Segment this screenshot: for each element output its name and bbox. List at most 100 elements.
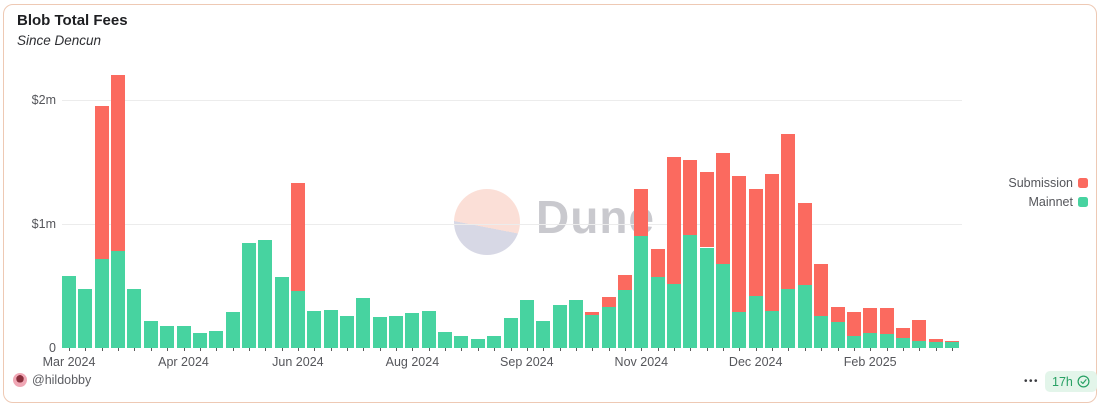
mainnet-bar-segment <box>209 330 224 348</box>
x-axis-tick <box>837 348 839 351</box>
mainnet-bar-segment <box>192 333 207 348</box>
mainnet-bar-segment <box>225 312 240 348</box>
chart-title: Blob Total Fees <box>17 12 128 29</box>
submission-bar-segment <box>667 157 681 284</box>
mainnet-bar-segment <box>94 258 109 348</box>
mainnet-bar-segment <box>683 235 698 348</box>
mainnet-bar-segment <box>765 310 780 348</box>
mainnet-bar-segment <box>814 315 829 348</box>
x-axis-tick <box>641 348 643 351</box>
gridline <box>62 100 962 101</box>
mainnet-bar-segment <box>258 240 273 348</box>
mainnet-bar-segment <box>781 288 796 348</box>
mainnet-bar-segment <box>78 288 93 348</box>
x-axis-tick <box>101 348 103 351</box>
mainnet-bar-segment <box>176 325 191 348</box>
submission-bar-segment <box>699 171 714 248</box>
x-axis-tick <box>739 348 741 351</box>
mainnet-bar-segment <box>846 335 861 348</box>
mainnet-swatch-icon <box>1078 197 1088 207</box>
x-axis-tick <box>657 348 659 351</box>
dune-logo-icon <box>454 189 520 255</box>
submission-bar-segment <box>879 308 894 335</box>
x-axis-tick <box>461 348 463 351</box>
x-axis-tick <box>248 348 250 351</box>
x-axis-tick <box>951 348 953 351</box>
x-axis-tick <box>477 348 479 351</box>
x-axis-tick-label: Mar 2024 <box>42 355 96 369</box>
x-axis-tick <box>314 348 316 351</box>
x-axis-tick <box>69 348 70 351</box>
mainnet-bar-segment <box>912 340 927 348</box>
mainnet-bar-segment <box>127 288 142 348</box>
refresh-age-text: 17h <box>1052 374 1073 389</box>
legend-item-submission[interactable]: Submission <box>1008 176 1088 190</box>
submission-bar-segment <box>716 153 730 264</box>
x-axis-tick <box>379 348 381 351</box>
mainnet-bar-segment <box>617 289 632 348</box>
mainnet-bar-segment <box>748 295 763 348</box>
x-axis-tick <box>526 348 528 351</box>
mainnet-bar-segment <box>716 263 730 348</box>
mainnet-bar-segment <box>503 318 518 348</box>
x-axis-tick <box>494 348 496 351</box>
mainnet-bar-segment <box>895 338 910 348</box>
x-axis-tick-label: Dec 2024 <box>728 355 783 369</box>
mainnet-bar-segment <box>274 277 289 348</box>
mainnet-bar-segment <box>323 309 338 348</box>
submission-bar-segment <box>765 174 780 311</box>
mainnet-bar-segment <box>340 315 354 348</box>
x-axis-tick <box>297 348 299 351</box>
x-axis-tick <box>363 348 365 351</box>
y-axis-tick-label: $2m <box>31 93 56 107</box>
mainnet-bar-segment <box>585 314 600 348</box>
mainnet-bar-segment <box>699 247 714 348</box>
x-axis-tick <box>118 348 120 351</box>
mainnet-bar-segment <box>143 320 158 348</box>
mainnet-bar-segment <box>160 325 175 348</box>
author-link[interactable]: @hildobby <box>32 373 92 387</box>
x-axis-tick <box>445 348 447 351</box>
submission-bar-segment <box>912 319 927 341</box>
mainnet-bar-segment <box>879 334 894 348</box>
x-axis-tick <box>232 348 234 351</box>
x-axis-tick <box>935 348 937 351</box>
x-axis-tick <box>804 348 806 351</box>
x-axis-tick <box>216 348 218 351</box>
submission-bar-segment <box>94 106 109 259</box>
x-axis-tick <box>281 348 283 351</box>
x-axis-tick-label: Nov 2024 <box>614 355 669 369</box>
x-axis-tick-label: Aug 2024 <box>385 355 440 369</box>
more-options-button[interactable]: ••• <box>1024 376 1040 387</box>
x-axis-tick <box>167 348 169 351</box>
x-axis-tick <box>624 348 626 351</box>
mainnet-bar-segment <box>552 304 567 348</box>
check-circle-icon <box>1077 375 1090 388</box>
x-axis-tick <box>183 348 185 351</box>
submission-bar-segment <box>944 340 959 342</box>
legend-item-mainnet[interactable]: Mainnet <box>1029 195 1088 209</box>
refresh-badge[interactable]: 17h <box>1045 371 1097 392</box>
x-axis-tick <box>853 348 855 351</box>
x-axis-tick <box>543 348 545 351</box>
mainnet-bar-segment <box>863 333 878 348</box>
mainnet-bar-segment <box>536 320 551 348</box>
mainnet-bar-segment <box>454 335 469 348</box>
submission-bar-segment <box>748 189 763 296</box>
x-axis-tick <box>428 348 430 351</box>
x-axis-tick <box>674 348 675 351</box>
x-axis-tick <box>902 348 904 351</box>
mainnet-bar-segment <box>241 242 256 348</box>
x-axis-tick <box>559 348 561 351</box>
submission-bar-segment <box>797 202 812 285</box>
x-axis-tick <box>690 348 692 351</box>
mainnet-bar-segment <box>307 310 322 348</box>
x-axis-tick <box>330 348 332 351</box>
mainnet-bar-segment <box>421 310 436 348</box>
submission-bar-segment <box>683 159 698 236</box>
author-avatar <box>13 373 27 387</box>
y-axis-tick-label: $1m <box>31 217 56 231</box>
submission-bar-segment <box>863 308 878 334</box>
submission-bar-segment <box>585 312 600 315</box>
x-axis-tick <box>510 348 512 351</box>
